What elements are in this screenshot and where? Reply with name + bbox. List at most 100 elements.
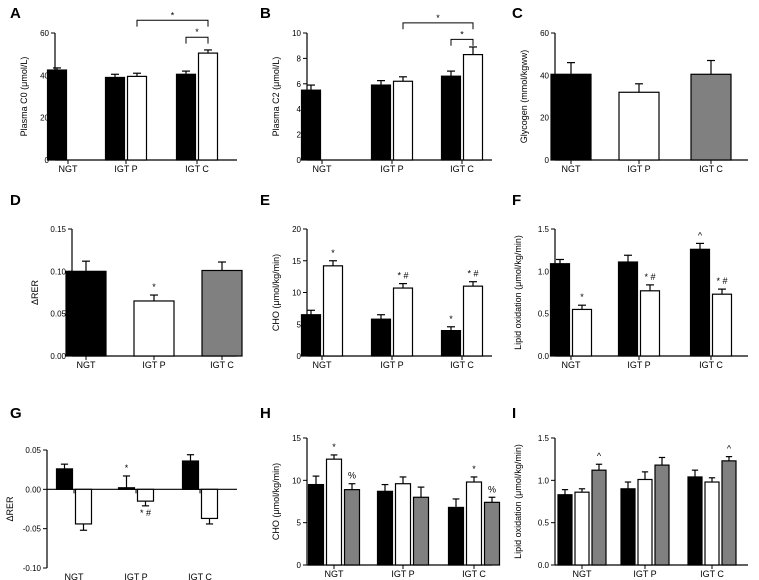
panel-e-ytick-label: 15 [292, 257, 301, 266]
panel-d-category-ngt: NGT [77, 360, 97, 370]
panel-g-ytick-label: -0.05 [23, 525, 42, 534]
panel-a-category-igt-p: IGT P [114, 164, 137, 174]
panel-d-ylabel: ΔRER [30, 279, 40, 305]
panel-b-bar-black-igt-p [370, 84, 392, 161]
panel-g-bar-white-igt-c [200, 488, 219, 520]
panel-b-ytick-label: 6 [297, 80, 302, 89]
panel-a-significance-bracket [185, 36, 209, 44]
panel-h-bar-white-ngt [325, 458, 343, 566]
panel-g-significance-mark: * [125, 463, 129, 473]
panel-d-ytick-label: 0.15 [50, 225, 66, 234]
panel-a-category-ngt: NGT [59, 164, 79, 174]
panel-b-bracket-label: * [460, 29, 464, 39]
panel-h-ytick-label: 0 [297, 561, 302, 570]
panel-h-category-ngt: NGT [325, 569, 345, 579]
panel-e-ytick-label: 10 [292, 289, 301, 298]
panel-e-ytick-label: 20 [292, 225, 301, 234]
panel-i-bar-black-ngt [557, 494, 573, 566]
panel-g-bar-black-igt-p [117, 487, 136, 490]
panel-b-significance-bracket [402, 22, 474, 30]
panel-e-category-igt-c: IGT C [450, 360, 474, 370]
panel-h-bar-black-ngt [307, 483, 325, 566]
panel-b-bar-black-ngt [300, 89, 322, 161]
panel-g-significance-mark: * # [140, 508, 151, 518]
panel-g-bar-white-ngt [74, 488, 93, 525]
panel-e-bar-white-ngt [322, 265, 344, 357]
panel-f-significance-mark: ^ [698, 230, 703, 240]
panel-i-bar-gray-igt-c [721, 460, 737, 566]
panel-a-bar-white-igt-p [126, 75, 148, 161]
panel-f-bar-black-igt-c [689, 248, 711, 357]
panel-d-ytick-label: 0.10 [50, 267, 66, 276]
panel-b-ytick-label: 2 [297, 131, 302, 140]
panel-e-bar-white-igt-p [392, 287, 414, 357]
panel-b-bar-white-igt-c [462, 53, 484, 161]
panel-g-ytick-label: 0.05 [25, 446, 41, 455]
panel-h-letter: H [260, 405, 271, 422]
panel-b-ytick-label: 4 [297, 105, 302, 114]
panel-f-category-igt-p: IGT P [627, 360, 650, 370]
panel-a-ytick-label: 40 [40, 71, 49, 80]
panel-h-bar-black-igt-p [376, 490, 394, 566]
panel-c-category-igt-c: IGT C [699, 164, 723, 174]
panel-i-bar-white-igt-c [704, 481, 720, 566]
panel-a-bar-black-igt-p [104, 76, 126, 161]
panel-h-category-igt-c: IGT C [462, 569, 486, 579]
panel-d-category-igt-p: IGT P [142, 360, 165, 370]
panel-h-ylabel: CHO (μmol/kg/min) [271, 463, 281, 540]
panel-e-bar-white-igt-c [462, 285, 484, 357]
panel-h-bar-gray-igt-p [412, 496, 430, 566]
panel-c-category-ngt: NGT [562, 164, 582, 174]
panel-h-significance-mark: % [488, 484, 496, 494]
panel-e-category-igt-p: IGT P [380, 360, 403, 370]
panel-h-significance-mark: * [472, 464, 476, 474]
panel-h-significance-mark: % [348, 471, 356, 481]
panel-i-bar-gray-ngt [591, 469, 607, 566]
panel-c-bar-group-ngt [550, 73, 592, 161]
panel-a-ytick-label: 60 [40, 29, 49, 38]
panel-i-bar-white-ngt [574, 491, 590, 566]
panel-d-significance-mark: * [152, 282, 156, 292]
panel-f-bar-white-igt-p [639, 290, 661, 357]
panel-f-category-ngt: NGT [562, 360, 582, 370]
panel-g-ytick-label: 0.00 [25, 485, 41, 494]
panel-i-bar-black-igt-p [620, 488, 636, 566]
panel-i-ytick-label: 1.5 [538, 434, 550, 443]
panel-a-ytick-label: 20 [40, 114, 49, 123]
panel-h-significance-mark: * [332, 442, 336, 452]
panel-i-ytick-label: 0.5 [538, 519, 550, 528]
panel-e-significance-mark: * [331, 248, 335, 258]
panel-b-bar-white-igt-p [392, 80, 414, 161]
panel-i-bar-white-igt-p [637, 478, 653, 566]
panel-i-ytick-label: 1.0 [538, 476, 550, 485]
panel-b-ytick-label: 8 [297, 54, 302, 63]
panel-a-significance-bracket [136, 19, 209, 27]
panel-d-letter: D [10, 192, 21, 209]
panel-c-category-igt-p: IGT P [627, 164, 650, 174]
panel-g-letter: G [10, 405, 22, 422]
panel-e-significance-mark: * # [467, 269, 478, 279]
panel-d-bar-group-igt-p [133, 300, 175, 357]
panel-f-ytick-label: 1.5 [538, 225, 550, 234]
panel-b-category-igt-c: IGT C [450, 164, 474, 174]
panel-e-ylabel: CHO (μmol/kg/min) [271, 254, 281, 331]
panel-h-bar-black-igt-c [447, 506, 465, 566]
panel-f-bar-white-igt-c [711, 293, 733, 357]
panel-b-category-igt-p: IGT P [380, 164, 403, 174]
panel-g-bar-black-ngt [55, 468, 74, 490]
panel-h-bar-white-igt-p [394, 483, 412, 566]
panel-i-bar-black-igt-c [687, 476, 703, 566]
panel-e-significance-mark: * [449, 314, 453, 324]
panel-c-ytick-label: 20 [540, 114, 549, 123]
panel-f-ytick-label: 1.0 [538, 267, 550, 276]
panel-g-ylabel: ΔRER [5, 496, 15, 522]
panel-d-bar-group-ngt [65, 270, 107, 357]
panel-b-category-ngt: NGT [313, 164, 333, 174]
panel-e-bar-black-igt-p [370, 318, 392, 357]
panel-c-ytick-label: 60 [540, 29, 549, 38]
panel-a-bar-black-igt-c [175, 73, 197, 161]
panel-h-bar-white-igt-c [465, 481, 483, 566]
panel-d-bar-group-igt-c [201, 269, 243, 357]
panel-g-category-igt-p: IGT P [124, 572, 147, 580]
